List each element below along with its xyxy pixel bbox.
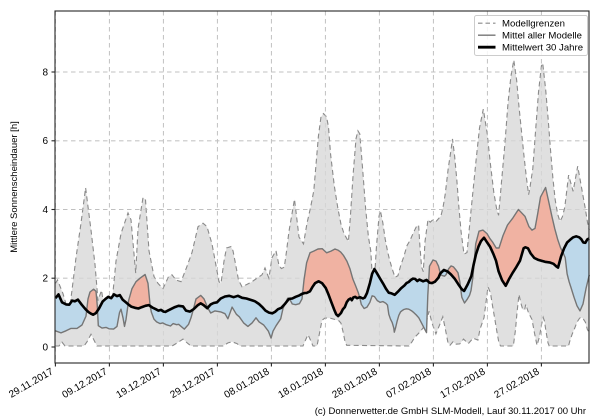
svg-text:Mittelwert 30 Jahre: Mittelwert 30 Jahre: [502, 43, 583, 54]
svg-text:(c) Donnerwetter.de GmbH SLM-M: (c) Donnerwetter.de GmbH SLM-Modell, Lau…: [315, 406, 586, 417]
svg-text:8: 8: [42, 67, 48, 78]
svg-text:Mittlere Sonnenscheindauer [h]: Mittlere Sonnenscheindauer [h]: [9, 121, 20, 253]
svg-text:0: 0: [42, 342, 48, 353]
svg-text:6: 6: [42, 136, 48, 147]
svg-text:2: 2: [42, 274, 48, 285]
svg-text:4: 4: [42, 205, 48, 216]
svg-text:Mittel aller Modelle: Mittel aller Modelle: [502, 31, 582, 42]
svg-text:Modellgrenzen: Modellgrenzen: [502, 19, 565, 30]
